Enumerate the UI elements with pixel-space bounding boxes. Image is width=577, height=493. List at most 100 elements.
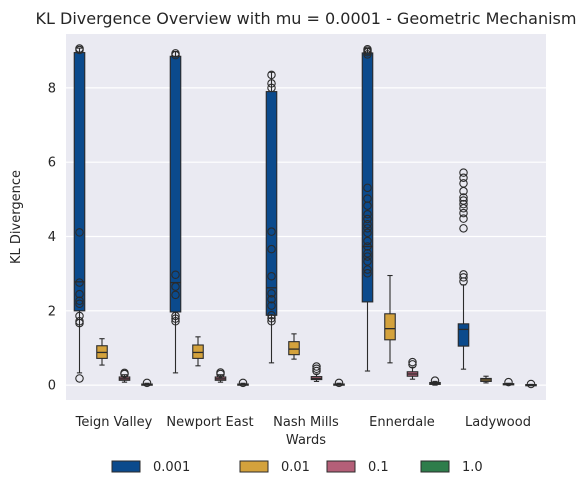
outlier-point [171, 314, 180, 323]
box-2-1 [288, 333, 300, 360]
legend-item-2: 0.1 [326, 460, 389, 475]
outlier-point [430, 376, 440, 385]
legend-label: 0.01 [281, 460, 310, 475]
outlier-point [312, 362, 321, 371]
outlier-point [171, 49, 180, 58]
box-2-2 [310, 362, 323, 382]
x-tick-label: Ladywood [465, 415, 531, 430]
box-4-2 [502, 377, 515, 387]
outlier-point [267, 301, 276, 310]
legend: 0.001 0.01 0.1 1.0 [111, 460, 483, 475]
outlier-point [363, 209, 372, 219]
outlier-point [267, 311, 276, 320]
outlier-point [267, 316, 276, 326]
outlier-point [267, 314, 276, 323]
y-tick-label: 8 [48, 81, 56, 96]
legend-item-0: 0.001 [111, 460, 190, 475]
legend-label: 0.1 [368, 460, 389, 475]
legend-swatch [420, 460, 450, 473]
outlier-point [75, 299, 84, 309]
box-iqr [265, 91, 278, 316]
box-0-3 [141, 378, 153, 388]
plot-area [66, 34, 546, 400]
legend-label: 1.0 [462, 460, 483, 475]
x-tick-label: Teign Valley [75, 415, 153, 430]
box-marks [73, 44, 537, 389]
outlier-point [363, 257, 372, 266]
y-axis-label: KL Divergence [9, 170, 24, 264]
outlier-point [142, 378, 152, 388]
y-tick-label: 4 [48, 230, 56, 245]
outlier-point [75, 44, 84, 53]
outlier-point [171, 270, 180, 280]
outlier-point [363, 214, 372, 224]
outlier-point [312, 366, 321, 376]
y-tick-label: 6 [48, 156, 56, 171]
box-0-1 [96, 338, 108, 366]
outlier-point [459, 204, 468, 213]
legend-swatch [111, 460, 141, 473]
outlier-point [75, 289, 84, 299]
outlier-point [238, 378, 248, 388]
box-2-0 [265, 70, 278, 364]
box-iqr [73, 52, 86, 312]
box-iqr [384, 313, 396, 341]
outlier-point [267, 295, 276, 304]
box-0-2 [118, 368, 131, 383]
outlier-point [408, 360, 417, 369]
outlier-point [216, 368, 225, 377]
outlier-point [267, 79, 276, 88]
outlier-point [75, 374, 84, 383]
box-3-3 [429, 376, 441, 386]
box-4-1 [480, 375, 492, 384]
outlier-point [408, 357, 417, 367]
outlier-point [363, 224, 372, 233]
legend-item-3: 1.0 [420, 460, 483, 475]
outlier-point [75, 278, 84, 287]
box-4-0 [457, 168, 470, 370]
legend-label: 0.001 [153, 460, 190, 475]
outlier-point [267, 289, 276, 298]
x-axis: Teign Valley Newport East Nash Mills Ennerd… [75, 415, 531, 430]
chart-title: KL Divergence Overview with mu = 0.0001 … [36, 9, 577, 28]
box-iqr [192, 344, 204, 359]
box-iqr [288, 341, 300, 356]
box-1-0 [169, 49, 182, 374]
outlier-point [459, 168, 468, 177]
box-iqr [457, 323, 470, 347]
outlier-point [267, 227, 276, 236]
x-tick-label: Nash Mills [273, 415, 339, 430]
outlier-point [267, 70, 276, 80]
outlier-point [363, 248, 372, 258]
outlier-point [459, 199, 468, 209]
box-3-1 [384, 274, 396, 364]
box-3-0 [361, 44, 374, 372]
x-tick-label: Newport East [166, 415, 253, 430]
outlier-point [171, 282, 180, 291]
outlier-point [267, 83, 276, 93]
outlier-point [459, 273, 468, 282]
outlier-point [75, 318, 84, 328]
outlier-point [363, 252, 372, 261]
y-axis: 0 2 4 6 8 [48, 81, 56, 393]
outlier-point [459, 173, 468, 183]
outlier-point [120, 368, 129, 378]
outlier-point [363, 236, 372, 246]
outlier-point [171, 311, 180, 321]
outlier-point [171, 316, 180, 326]
outlier-point [526, 379, 536, 389]
outlier-point [363, 228, 372, 238]
outlier-point [363, 50, 372, 59]
outlier-point [459, 277, 468, 286]
box-0-0 [73, 44, 86, 383]
outlier-point [459, 224, 468, 233]
outlier-point [363, 269, 372, 278]
legend-swatch [326, 460, 356, 473]
outlier-point [363, 265, 372, 274]
x-axis-label: Wards [286, 433, 326, 448]
outlier-point [75, 296, 84, 306]
legend-swatch [239, 460, 269, 473]
outlier-point [363, 242, 372, 251]
outlier-point [459, 208, 468, 218]
